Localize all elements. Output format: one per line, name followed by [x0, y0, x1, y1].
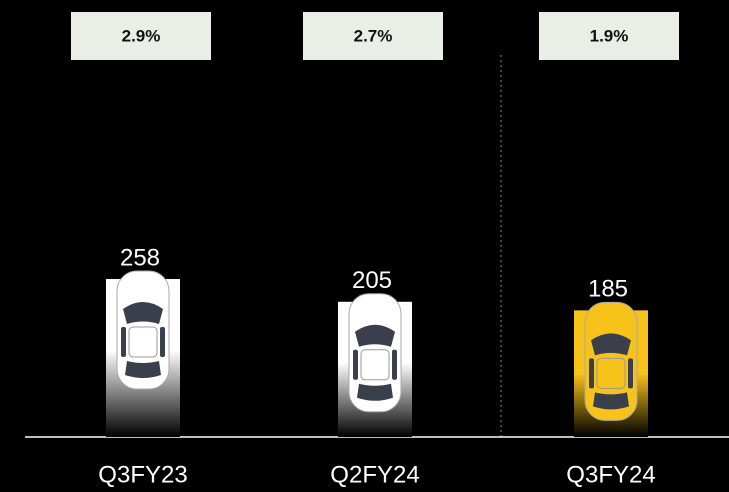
- side-window-right: [392, 350, 397, 380]
- rear-window: [593, 392, 629, 409]
- car-icon: [585, 302, 637, 420]
- value-label: 185: [588, 276, 628, 303]
- growth-label: 1.9%: [590, 26, 629, 45]
- rear-window: [357, 384, 393, 401]
- roof: [597, 358, 625, 388]
- side-window-left: [589, 358, 594, 388]
- x-tick-label: Q2FY24: [330, 461, 419, 488]
- side-window-left: [353, 350, 358, 380]
- x-tick-label: Q3FY23: [98, 461, 187, 488]
- side-window-right: [160, 327, 165, 357]
- value-label: 258: [120, 244, 160, 271]
- car-icon: [349, 294, 401, 412]
- chart: 258 Q3FY23 2.9% 205 Q2FY24 2.7% 185 Q3FY24 1.9%: [0, 0, 729, 492]
- page: 258Q3FY232.9%205Q2FY242.7%185Q3FY241.9% …: [0, 0, 729, 492]
- growth-label: 2.9%: [122, 26, 161, 45]
- value-label: 205: [352, 267, 392, 294]
- side-window-right: [628, 358, 633, 388]
- x-tick-label: Q3FY24: [566, 461, 655, 488]
- car-icon: [117, 271, 169, 389]
- side-window-left: [121, 327, 126, 357]
- roof: [361, 350, 389, 380]
- growth-label: 2.7%: [354, 26, 393, 45]
- roof: [129, 327, 157, 357]
- rear-window: [125, 361, 161, 378]
